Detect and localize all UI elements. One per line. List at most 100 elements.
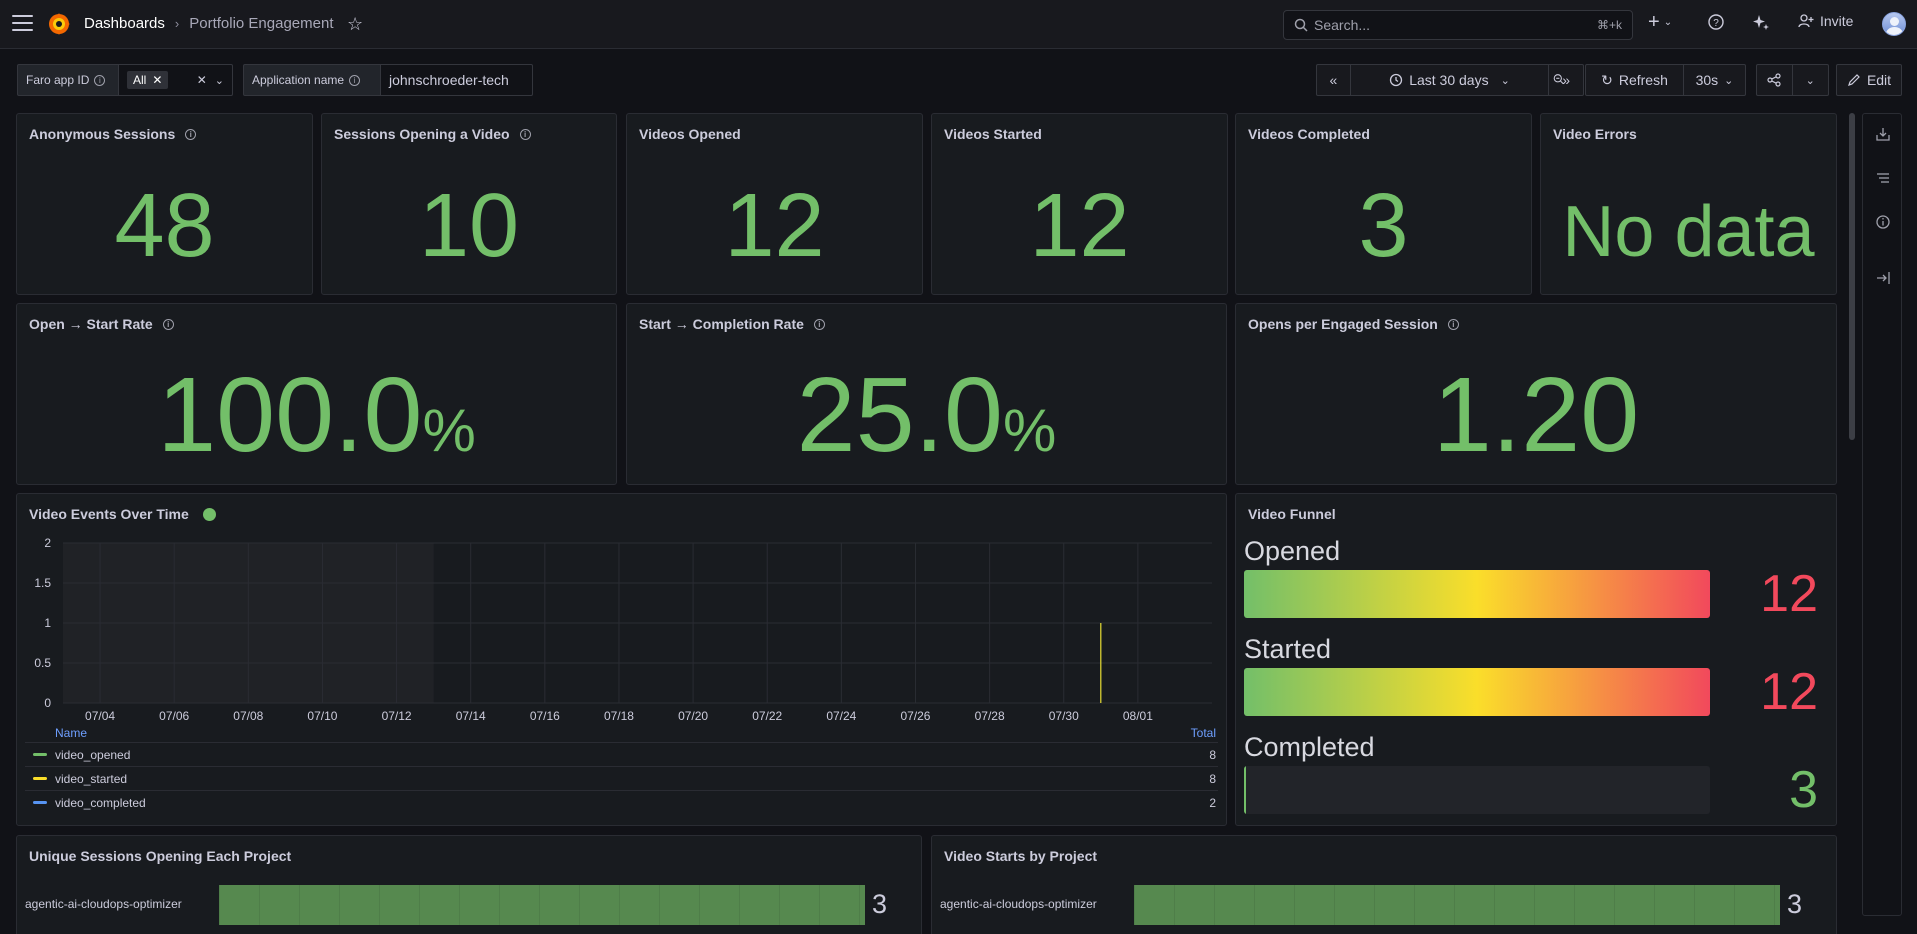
faro-app-id-chip-label: All xyxy=(133,73,147,87)
stat-panel-sessions-opening-video[interactable]: Sessions Opening a Video i 10 xyxy=(321,113,617,295)
chevron-down-icon: ⌄ xyxy=(1663,16,1673,28)
panel-title-text: Sessions Opening a Video xyxy=(334,126,510,142)
stat-panel-video-errors[interactable]: Video Errors No data xyxy=(1540,113,1837,295)
bar-label: agentic-ai-cloudops-optimizer xyxy=(940,897,1097,911)
pencil-icon xyxy=(1847,74,1860,86)
timeseries-panel-video-events[interactable]: Video Events Over Time 0 0.5 1 1.5 2 07/04 07/… xyxy=(16,493,1227,826)
share-button[interactable] xyxy=(1757,65,1793,95)
avatar[interactable] xyxy=(1882,12,1906,36)
x-tick-label: 07/20 xyxy=(678,709,708,723)
x-tick-label: 07/06 xyxy=(159,709,189,723)
breadcrumb-dashboards-link[interactable]: Dashboards xyxy=(84,15,165,32)
panel-title: Video Funnel xyxy=(1248,506,1336,522)
bargauge-panel-video-funnel[interactable]: Video Funnel Opened 12 Started 12 Completed 3 xyxy=(1235,493,1837,826)
bargauge-panel-unique-sessions[interactable]: Unique Sessions Opening Each Project age… xyxy=(16,835,922,934)
info-icon[interactable]: i xyxy=(94,74,106,86)
panel-title: Videos Completed xyxy=(1248,126,1370,142)
help-button[interactable]: ? xyxy=(1707,13,1725,31)
share-menu-button[interactable]: ⌄ xyxy=(1793,65,1828,95)
info-icon[interactable]: i xyxy=(162,318,174,330)
info-icon[interactable] xyxy=(1875,214,1891,230)
x-tick-label: 07/16 xyxy=(530,709,560,723)
stat-value: 48 xyxy=(114,176,215,276)
zoom-out-group xyxy=(1545,64,1573,96)
collapse-right-icon[interactable] xyxy=(1875,270,1891,286)
refresh-interval-label: 30s xyxy=(1695,72,1719,88)
stat-value: 10 xyxy=(418,176,520,276)
search-input[interactable]: Search... ⌘+k xyxy=(1283,10,1633,40)
edit-button[interactable]: Edit xyxy=(1837,65,1901,95)
refresh-picker: ↻ Refresh 30s ⌄ xyxy=(1585,64,1746,96)
legend-row-video-started[interactable]: video_started 8 xyxy=(25,766,1218,790)
x-tick-label: 07/28 xyxy=(975,709,1005,723)
stat-panel-videos-started[interactable]: Videos Started 12 xyxy=(931,113,1228,295)
legend-name-header[interactable]: Name xyxy=(55,726,88,740)
clock-icon xyxy=(1390,73,1403,87)
breadcrumb-current-page: Portfolio Engagement xyxy=(189,15,334,32)
edit-group: Edit xyxy=(1836,64,1902,96)
import-icon[interactable] xyxy=(1875,126,1891,142)
y-tick-label: 0.5 xyxy=(34,656,51,670)
new-menu-button[interactable]: + ⌄ xyxy=(1648,12,1673,32)
chevron-down-icon: ⌄ xyxy=(1500,74,1510,87)
info-icon[interactable]: i xyxy=(1447,318,1459,330)
application-name-input[interactable]: johnschroeder-tech xyxy=(380,64,533,96)
panel-title: Opens per Engaged Session i xyxy=(1248,316,1459,332)
grafana-logo-icon[interactable] xyxy=(47,12,71,36)
time-shift-forward-button[interactable]: » xyxy=(1549,65,1583,95)
faro-app-id-select[interactable]: All ✕ ✕ ⌄ xyxy=(118,64,233,96)
panel-title: Video Events Over Time xyxy=(29,506,216,522)
stat-panel-videos-opened[interactable]: Videos Opened 12 xyxy=(626,113,923,295)
bar-fill xyxy=(219,885,865,925)
legend-series-total: 8 xyxy=(1209,771,1216,786)
funnel-bar-fill xyxy=(1244,668,1710,716)
timeseries-chart[interactable]: 0 0.5 1 1.5 2 07/04 07/06 07/08 07/10 07/12 07/14 0… xyxy=(17,494,1226,724)
legend-swatch xyxy=(33,801,47,804)
zoom-out-button[interactable] xyxy=(1545,64,1573,94)
stat-value: 3 xyxy=(1358,176,1409,276)
bargauge-panel-video-starts[interactable]: Video Starts by Project agentic-ai-cloud… xyxy=(931,835,1837,934)
panel-title-text: Videos Started xyxy=(944,126,1042,142)
legend-header: Name Total xyxy=(25,726,1218,742)
stat-panel-anonymous-sessions[interactable]: Anonymous Sessions i 48 xyxy=(16,113,313,295)
time-range-button[interactable]: Last 30 days ⌄ xyxy=(1351,65,1550,95)
invite-button[interactable]: Invite xyxy=(1798,13,1853,29)
outline-icon[interactable] xyxy=(1875,170,1891,186)
star-icon[interactable]: ☆ xyxy=(347,14,364,34)
funnel-value: 3 xyxy=(1789,761,1818,819)
stat-panel-open-start-rate[interactable]: Open → Start Rate i 100.0% xyxy=(16,303,617,485)
share-icon xyxy=(1767,73,1781,87)
info-icon[interactable]: i xyxy=(349,74,361,86)
bar-value: 3 xyxy=(872,889,888,919)
legend-series-name: video_started xyxy=(55,771,128,786)
ai-assistant-button[interactable] xyxy=(1751,13,1771,33)
bar-fill xyxy=(1134,885,1780,925)
menu-icon[interactable] xyxy=(12,15,33,33)
faro-app-id-label-text: Faro app ID xyxy=(26,73,90,87)
panel-title: Unique Sessions Opening Each Project xyxy=(29,848,291,864)
info-icon[interactable]: i xyxy=(813,318,825,330)
remove-chip-icon[interactable]: ✕ xyxy=(152,73,163,87)
info-icon[interactable]: i xyxy=(519,128,531,140)
legend-row-video-completed[interactable]: video_completed 2 xyxy=(25,790,1218,814)
stat-panel-opens-per-session[interactable]: Opens per Engaged Session i 1.20 xyxy=(1235,303,1837,485)
scrollbar[interactable] xyxy=(1849,113,1855,440)
legend-table: Name Total video_opened 8 video_started … xyxy=(25,726,1218,814)
panel-title-text: Video Events Over Time xyxy=(29,506,189,522)
clear-icon[interactable]: ✕ xyxy=(196,73,207,87)
refresh-button[interactable]: ↻ Refresh xyxy=(1586,65,1684,95)
panel-title-text: Opens per Engaged Session xyxy=(1248,316,1438,332)
funnel-label: Opened xyxy=(1244,536,1341,566)
time-shift-back-button[interactable]: « xyxy=(1317,65,1351,95)
funnel-value: 12 xyxy=(1760,565,1818,623)
x-tick-label: 07/14 xyxy=(456,709,486,723)
stat-panel-videos-completed[interactable]: Videos Completed 3 xyxy=(1235,113,1532,295)
info-icon[interactable]: i xyxy=(185,128,197,140)
refresh-label: Refresh xyxy=(1618,72,1668,88)
y-tick-label: 1.5 xyxy=(34,576,51,590)
legend-row-video-opened[interactable]: video_opened 8 xyxy=(25,742,1218,766)
stat-panel-start-completion-rate[interactable]: Start → Completion Rate i 25.0% xyxy=(626,303,1227,485)
legend-total-header[interactable]: Total xyxy=(1190,726,1216,740)
chevron-down-icon[interactable]: ⌄ xyxy=(214,74,224,87)
refresh-interval-button[interactable]: 30s ⌄ xyxy=(1684,65,1745,95)
